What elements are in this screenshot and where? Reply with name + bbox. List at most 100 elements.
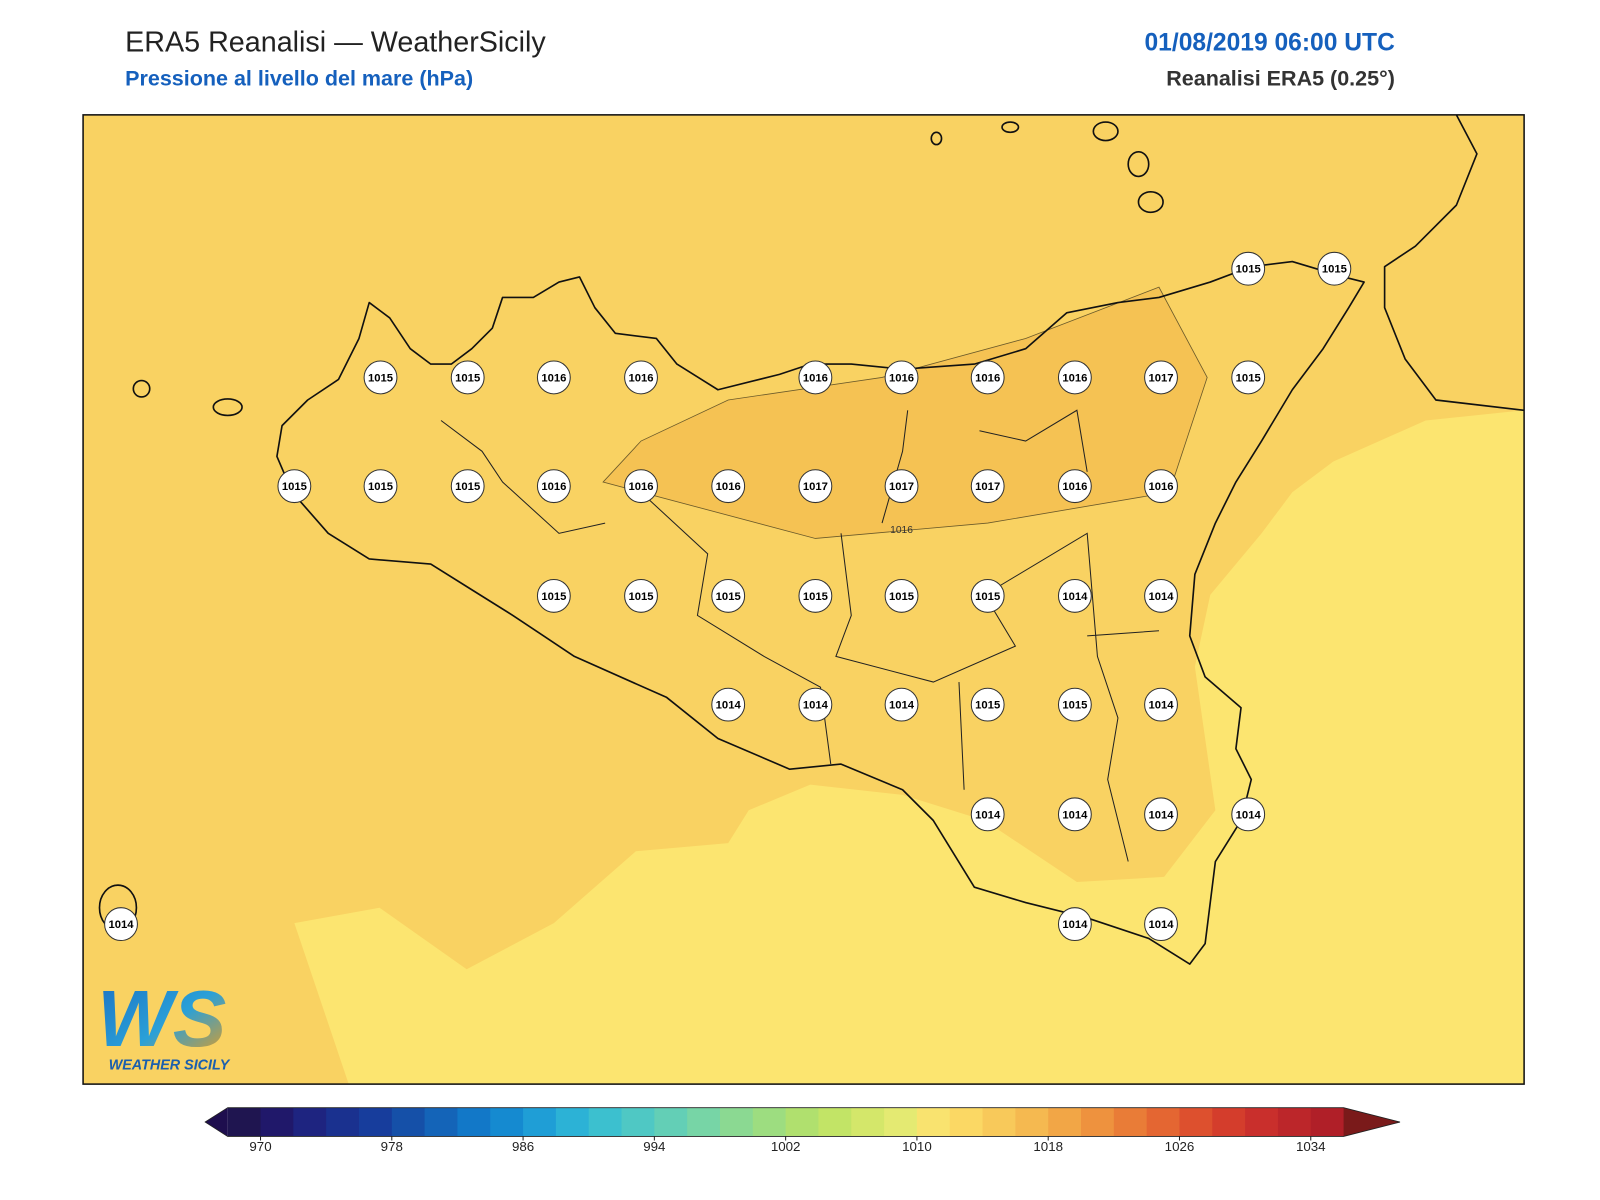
station-value: 1015: [1322, 264, 1347, 276]
colorbar-bin: [523, 1107, 557, 1137]
station-marker: [1057, 360, 1092, 395]
station-value: 1015: [541, 591, 566, 603]
station-marker: [884, 578, 919, 613]
colorbar-bin: [818, 1107, 852, 1137]
station-marker: [536, 360, 571, 395]
colorbar-extend: [1343, 1107, 1400, 1137]
station-marker: [798, 469, 833, 504]
station-marker: [798, 360, 833, 395]
colorbar-tick-label: 1034: [1296, 1139, 1326, 1154]
colorbar-bin: [1146, 1107, 1180, 1137]
station: 1014: [1057, 797, 1092, 832]
station-value: 1017: [975, 481, 1000, 493]
colorbar-bin: [884, 1107, 918, 1137]
station-marker: [970, 687, 1005, 722]
station: 1015: [277, 469, 312, 504]
station: 1017: [970, 469, 1005, 504]
station-marker: [711, 578, 746, 613]
station-marker: [624, 469, 658, 504]
station-value: 1014: [803, 700, 829, 712]
station-marker: [884, 469, 919, 504]
station-marker: [970, 469, 1005, 504]
colorbar-tick-label: 1026: [1165, 1139, 1195, 1154]
colorbar-bin: [1113, 1107, 1148, 1137]
colorbar-outline: [204, 1107, 1401, 1137]
station-marker: [711, 469, 746, 504]
station-value: 1015: [628, 591, 653, 603]
colorbar-bin: [1015, 1107, 1049, 1137]
logo-name: WEATHER SICILY: [109, 1058, 231, 1074]
colorbar-tick-label: 1002: [771, 1139, 801, 1154]
station-value: 1014: [1148, 919, 1174, 931]
datetime: 01/08/2019 06:00 UTC: [1144, 30, 1395, 57]
coastline: [1383, 114, 1525, 412]
colorbar-bin: [982, 1107, 1016, 1137]
station: 1016: [884, 360, 919, 395]
colorbar-bin: [687, 1107, 721, 1137]
station-marker: [1144, 578, 1178, 613]
station: 1014: [1144, 687, 1178, 722]
colorbar-bin: [752, 1107, 787, 1137]
station-value: 1014: [716, 700, 742, 712]
station: 1016: [536, 360, 571, 395]
station-value: 1015: [455, 481, 480, 493]
pressure-band: [602, 286, 1208, 539]
colorbar-bin: [457, 1107, 491, 1137]
island: [1092, 121, 1119, 142]
station: 1015: [363, 469, 398, 504]
colorbar-tick-label: 1010: [902, 1139, 932, 1154]
colorbar-bin: [949, 1107, 984, 1137]
station-value: 1015: [975, 591, 1000, 603]
island: [1137, 190, 1164, 214]
station-value: 1016: [1148, 481, 1173, 493]
station: 1014: [1057, 907, 1092, 942]
colorbar-bin: [588, 1107, 623, 1137]
colorbar-tick-label: 994: [643, 1139, 666, 1154]
station-marker: [1144, 469, 1178, 504]
station: 1016: [711, 469, 746, 504]
station-value: 1017: [1148, 372, 1173, 384]
station: 1015: [970, 687, 1005, 722]
station-marker: [536, 578, 571, 613]
colorbar-bin: [555, 1107, 590, 1137]
station-marker: [1057, 907, 1092, 942]
colorbar-bin: [785, 1107, 819, 1137]
station-value: 1015: [1062, 700, 1087, 712]
station-marker: [798, 578, 833, 613]
station-value: 1014: [1062, 809, 1088, 821]
station-marker: [450, 360, 485, 395]
station: 1015: [624, 578, 658, 613]
station-marker: [884, 687, 919, 722]
station: 1015: [1231, 360, 1266, 395]
colorbar-bin: [851, 1107, 885, 1137]
logo: WS WEATHER SICILY: [97, 974, 230, 1074]
station-value: 1016: [975, 372, 1000, 384]
station: 1015: [884, 578, 919, 613]
station-marker: [363, 360, 398, 395]
station-value: 1015: [889, 591, 914, 603]
station: 1014: [1057, 578, 1092, 613]
station-value: 1015: [803, 591, 828, 603]
station-marker: [970, 578, 1005, 613]
colorbar-tick-label: 970: [249, 1139, 271, 1154]
station-value: 1017: [803, 481, 828, 493]
station: 1015: [450, 360, 485, 395]
station-marker: [1144, 907, 1178, 942]
station-value: 1015: [282, 481, 307, 493]
station: 1015: [450, 469, 485, 504]
station: 1014: [798, 687, 833, 722]
station: 1016: [624, 469, 658, 504]
station-marker: [711, 687, 746, 722]
station-value: 1015: [975, 700, 1000, 712]
station: 1014: [1144, 797, 1178, 832]
station-value: 1016: [628, 481, 653, 493]
island: [1001, 121, 1020, 134]
station-value: 1016: [541, 481, 566, 493]
station: 1014: [104, 907, 138, 942]
station-value: 1017: [889, 481, 914, 493]
station: 1014: [1144, 578, 1178, 613]
colorbar-bin: [391, 1107, 426, 1137]
subtitle: Pressione al livello del mare (hPa): [125, 67, 473, 91]
station: 1015: [1317, 251, 1352, 286]
